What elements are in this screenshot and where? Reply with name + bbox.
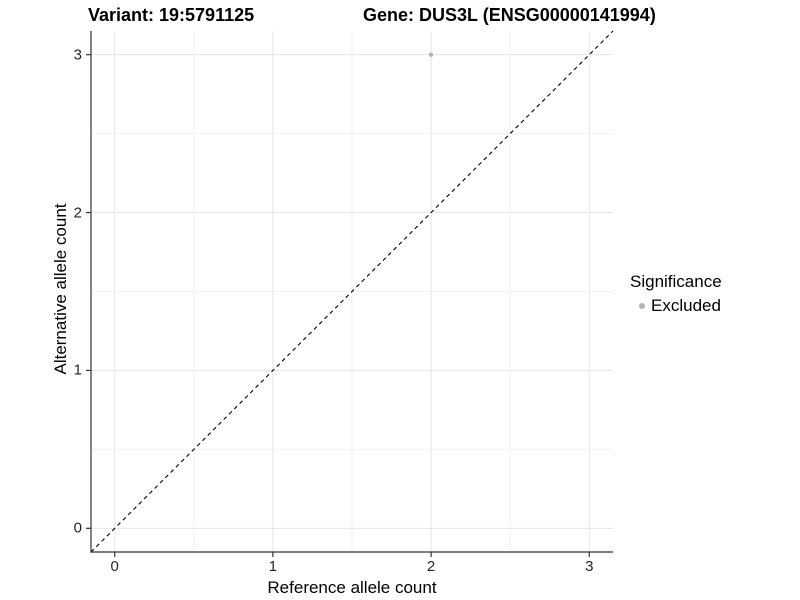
identity-dashed-line xyxy=(90,30,614,553)
circle-icon xyxy=(639,303,645,309)
data-point xyxy=(428,52,434,57)
x-tick-label: 1 xyxy=(268,558,278,575)
y-tick-label: 0 xyxy=(73,519,82,537)
y-axis-title: Alternative allele count xyxy=(51,203,70,375)
gene-title: Gene: DUS3L (ENSG00000141994) xyxy=(363,5,656,25)
legend: Significance Excluded xyxy=(630,272,722,316)
y-tick-label: 2 xyxy=(73,204,82,222)
legend-title: Significance xyxy=(630,272,722,291)
variant-title: Variant: 19:5791125 xyxy=(88,5,255,25)
x-axis-title: Reference allele count xyxy=(267,578,437,597)
x-tick-label: 0 xyxy=(110,558,119,575)
x-tick-label: 3 xyxy=(585,558,594,575)
y-tick-label: 3 xyxy=(73,46,82,64)
x-tick-label: 2 xyxy=(426,558,436,575)
legend-item-label: Excluded xyxy=(651,296,721,315)
y-tick-label: 1 xyxy=(73,361,82,379)
legend-item-excluded: Excluded xyxy=(630,296,722,316)
